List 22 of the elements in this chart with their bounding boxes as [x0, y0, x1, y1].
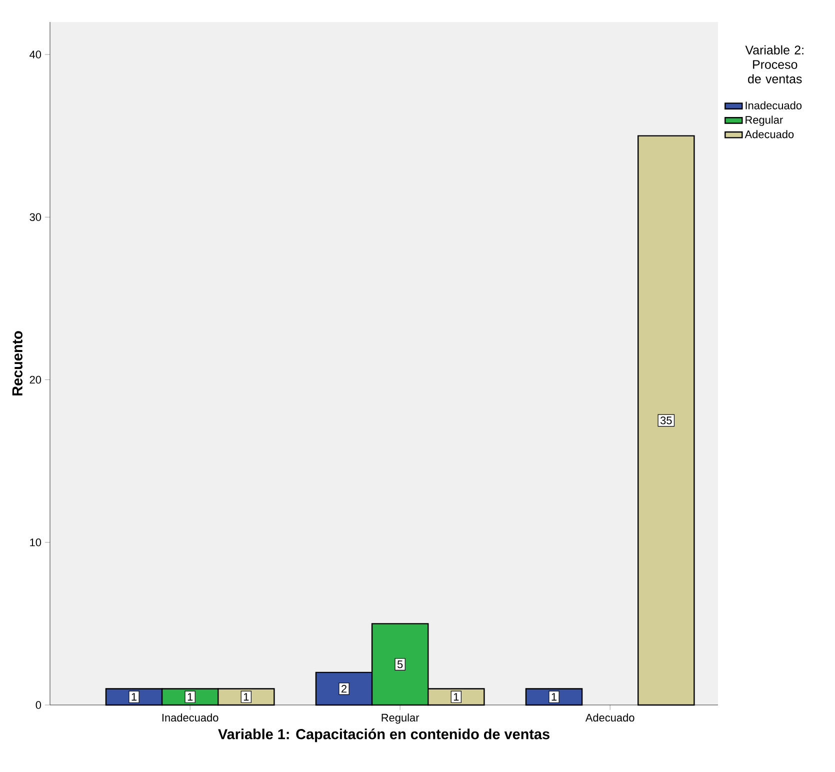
legend-label: Regular	[746, 116, 783, 126]
y-tick-label: 30	[30, 213, 42, 222]
data-label: 1	[552, 693, 557, 701]
y-tick-label: 40	[30, 50, 42, 58]
legend-title: Variable 2: Proceso de ventas	[745, 45, 804, 84]
data-label: 2	[342, 684, 347, 693]
y-axis-title: Recuento	[12, 331, 22, 396]
x-tick-label: Adecuado	[585, 714, 634, 722]
data-label: 1	[454, 693, 459, 701]
x-axis-title: Variable 1: Capacitación en contenido de ventas	[218, 728, 550, 742]
y-tick-label: 20	[30, 376, 42, 384]
legend-label: Adecuado	[744, 130, 794, 138]
legend-label: Inadecuado	[746, 101, 802, 110]
x-tick-label: Inadecuado	[162, 714, 218, 722]
data-label: 35	[660, 416, 672, 424]
data-label: 1	[244, 693, 249, 701]
data-label: 1	[188, 693, 193, 701]
data-label: 5	[397, 660, 403, 668]
data-label: 1	[132, 693, 137, 701]
x-tick-label: Regular	[382, 714, 420, 724]
y-tick-label: 0	[36, 701, 42, 709]
y-tick-label: 10	[30, 538, 42, 546]
